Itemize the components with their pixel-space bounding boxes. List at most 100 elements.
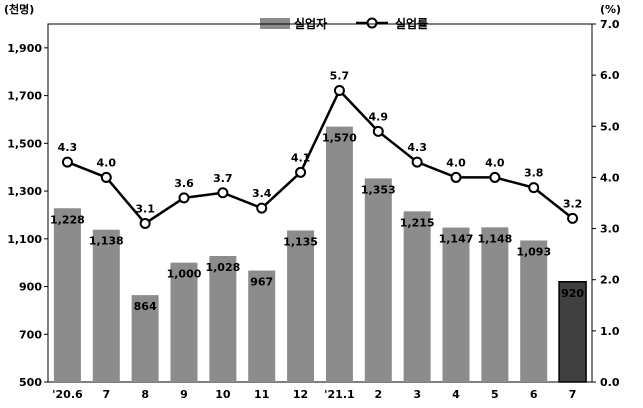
bar-value-label: 1,228	[50, 213, 85, 226]
x-axis-tick-label: 7	[569, 388, 577, 401]
line-point	[256, 202, 268, 214]
bar-value-label: 1,570	[322, 132, 357, 145]
bar	[248, 270, 276, 382]
x-axis-tick-label: 12	[293, 388, 308, 401]
bar	[170, 262, 198, 382]
line-value-label: 5.7	[330, 69, 350, 82]
bar	[481, 227, 509, 382]
x-axis-tick-label: 2	[374, 388, 382, 401]
bar-value-label: 1,138	[89, 235, 124, 248]
line-point	[217, 187, 229, 199]
left-axis-tick-label: 1,700	[7, 90, 42, 103]
bar	[520, 240, 548, 382]
right-axis-tick-label: 6.0	[600, 69, 620, 82]
line-point	[528, 182, 540, 194]
line-series	[61, 84, 579, 229]
line-point	[372, 125, 384, 137]
line-value-label: 4.0	[485, 156, 505, 169]
line-value-label: 4.3	[407, 141, 427, 154]
bar-value-label: 1,148	[477, 232, 512, 245]
bar	[403, 211, 431, 382]
bar-value-label: 1,093	[516, 245, 551, 258]
right-axis-tick-label: 1.0	[600, 325, 620, 338]
line-value-label: 3.1	[135, 202, 155, 215]
line-value-label: 3.4	[252, 187, 272, 200]
line-point	[100, 171, 112, 183]
left-axis-tick-label: 900	[19, 281, 42, 294]
right-axis-tick-label: 4.0	[600, 171, 620, 184]
x-axis-tick-label: 10	[215, 388, 231, 401]
line-value-label: 3.2	[563, 197, 583, 210]
x-axis-tick-label: 9	[180, 388, 188, 401]
bar	[364, 178, 392, 382]
left-axis-unit: (천명)	[4, 2, 34, 16]
line-point	[567, 212, 579, 224]
right-axis-tick-label: 7.0	[600, 18, 620, 31]
bar	[131, 295, 159, 382]
left-axis-tick-label: 700	[19, 328, 42, 341]
bar-value-label: 967	[250, 276, 273, 289]
bar-value-label: 1,028	[205, 261, 240, 274]
right-axis: 0.0 1.0 2.0 3.0 4.0 5.0 6.0 7.0	[592, 18, 620, 389]
line-value-label: 4.0	[446, 156, 466, 169]
right-axis-tick-label: 0.0	[600, 376, 620, 389]
bar-value-label: 864	[134, 300, 157, 313]
line-value-label: 3.6	[174, 177, 194, 190]
left-axis-tick-label: 500	[19, 376, 42, 389]
bar-value-label: 1,147	[439, 233, 474, 246]
x-axis: '20.6 7 8 9 10 11 12 '21.1 2 3 4 5 6 7	[52, 388, 576, 401]
line-value-label: 3.8	[524, 167, 544, 180]
x-axis-tick-label: '20.6	[52, 388, 83, 401]
line-point	[139, 217, 151, 229]
line-value-label: 4.9	[369, 110, 389, 123]
bar-value-label: 1,353	[361, 183, 396, 196]
left-axis: 500 700 900 1,100 1,300 1,500 1,700 1,900	[7, 42, 48, 389]
bar	[53, 208, 81, 382]
legend-line-marker	[366, 17, 378, 29]
bar	[325, 126, 353, 382]
line-point	[61, 156, 73, 168]
line-value-label: 3.7	[213, 172, 233, 185]
bar	[287, 230, 315, 382]
bar-value-label: 920	[561, 287, 584, 300]
right-axis-tick-label: 5.0	[600, 120, 620, 133]
bar-series	[53, 126, 587, 383]
line-point	[450, 171, 462, 183]
x-axis-tick-label: 8	[141, 388, 149, 401]
bar	[558, 281, 587, 383]
bar-value-label: 1,135	[283, 235, 318, 248]
line-value-label: 4.1	[291, 151, 311, 164]
right-axis-tick-label: 3.0	[600, 223, 620, 236]
x-axis-tick-label: 7	[102, 388, 110, 401]
bar	[442, 227, 470, 382]
left-axis-tick-label: 1,500	[7, 137, 42, 150]
line-value-label: 4.3	[58, 141, 78, 154]
left-axis-tick-label: 1,300	[7, 185, 42, 198]
left-axis-tick-label: 1,100	[7, 233, 42, 246]
x-axis-tick-label: 11	[254, 388, 269, 401]
right-axis-tick-label: 2.0	[600, 274, 620, 287]
x-axis-tick-label: '21.1	[324, 388, 355, 401]
right-axis-unit: (%)	[600, 3, 621, 16]
x-axis-tick-label: 3	[413, 388, 421, 401]
line-point	[178, 192, 190, 204]
line-point	[333, 84, 345, 96]
line-value-label: 4.0	[97, 156, 117, 169]
x-axis-tick-label: 4	[452, 388, 460, 401]
bar-value-label: 1,000	[167, 268, 202, 281]
x-axis-tick-label: 6	[530, 388, 538, 401]
line-point	[295, 166, 307, 178]
line-path	[66, 88, 574, 226]
line-point	[489, 171, 501, 183]
bar	[92, 229, 120, 382]
bar-value-label: 1,215	[400, 216, 435, 229]
left-axis-tick-label: 1,900	[7, 42, 42, 55]
bar	[209, 255, 237, 382]
plot-area	[47, 23, 593, 383]
line-data-labels: 4.3 4.0 3.1 3.6 3.7 3.4 4.1 5.7 4.9 4.3 4.0 4.0 3.8 3…	[58, 69, 583, 215]
x-axis-tick-label: 5	[491, 388, 499, 401]
line-point	[411, 156, 423, 168]
